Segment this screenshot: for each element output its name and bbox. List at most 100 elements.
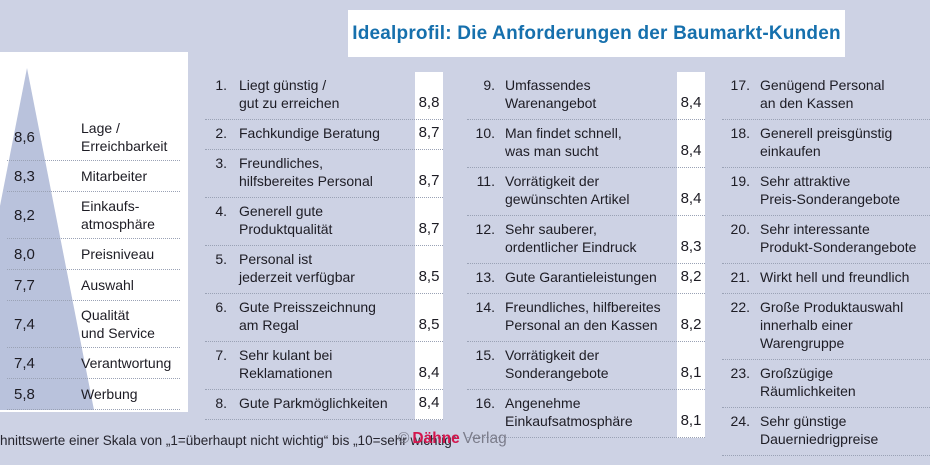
item-number: 18. [730, 125, 750, 141]
list-item: 3. Freundliches, hilfsbereites Personal 8,… [205, 150, 443, 198]
item-label: Freundliches, hilfsbereites Personal [239, 155, 373, 189]
item-number: 19. [730, 173, 750, 189]
item-label: Gute Preisszeichnung am Regal [239, 299, 376, 333]
item-value: 8,1 [680, 412, 702, 429]
item-label: Umfassendes Warenangebot [505, 77, 597, 111]
item-number: 7. [215, 347, 227, 363]
item-label: Große Produktauswahl innerhalb einer War… [760, 299, 904, 351]
item-number: 5. [215, 251, 227, 267]
pyramid-row: 7,7 Auswahl [7, 270, 180, 301]
pyramid-value: 7,4 [14, 315, 35, 333]
list-item: 8. Gute Parkmöglichkeiten 8,4 [205, 390, 443, 420]
pyramid-value: 8,3 [14, 167, 35, 185]
list-item: 10. Man findet schnell, was man sucht 8,4 [467, 120, 705, 168]
list-item: 5. Personal ist jederzeit verfügbar 8,5 [205, 246, 443, 294]
pyramid-row: 8,0 Preisniveau [7, 239, 180, 270]
item-number: 15. [475, 347, 495, 363]
item-label: Genügend Personal an den Kassen [760, 77, 885, 111]
list-item: 22. Große Produktauswahl innerhalb einer … [722, 294, 930, 360]
list-item: 2. Fachkundige Beratung 8,7 [205, 120, 443, 150]
item-label: Sehr interessante Produkt-Sonderangebote [760, 221, 917, 255]
item-value: 8,7 [418, 124, 440, 141]
list-column-3: 17. Genügend Personal an den Kassen 18. Ge… [722, 72, 930, 456]
pyramid-value: 7,7 [14, 276, 35, 294]
scale-footnote: hnittswerte einer Skala von „1=überhaupt… [0, 433, 457, 448]
pyramid-panel: 8,6 Lage / Erreichbarkeit 8,3 Mitarbeiter … [0, 52, 188, 412]
item-label: Fachkundige Beratung [239, 125, 380, 141]
item-label: Gute Parkmöglichkeiten [239, 395, 388, 411]
pyramid-row: 5,8 Werbung [7, 379, 180, 410]
pyramid-row: 8,6 Lage / Erreichbarkeit [7, 114, 180, 161]
value-strip [415, 72, 443, 420]
list-item: 4. Generell gute Produktqualität 8,7 [205, 198, 443, 246]
item-value: 8,4 [680, 190, 702, 207]
item-number: 21. [730, 269, 750, 285]
copyright: © Dähne Verlag [398, 430, 507, 448]
list-item: 21. Wirkt hell und freundlich [722, 264, 930, 294]
item-value: 8,7 [418, 220, 440, 237]
item-label: Vorrätigkeit der gewünschten Artikel [505, 173, 630, 207]
item-number: 6. [215, 299, 227, 315]
item-number: 8. [215, 395, 227, 411]
list-item: 15. Vorrätigkeit der Sonderangebote 8,1 [467, 342, 705, 390]
item-number: 22. [730, 299, 750, 315]
item-label: Generell gute Produktqualität [239, 203, 333, 237]
item-label: Man findet schnell, was man sucht [505, 125, 622, 159]
list-item: 23. Großzügige Räumlichkeiten [722, 360, 930, 408]
pyramid-value: 8,0 [14, 245, 35, 263]
pyramid-row: 8,2 Einkaufs- atmosphäre [7, 192, 180, 239]
pyramid-row: 7,4 Qualität und Service [7, 301, 180, 348]
list-item: 16. Angenehme Einkaufsatmosphäre 8,1 [467, 390, 705, 438]
item-number: 3. [215, 155, 227, 171]
item-number: 1. [215, 77, 227, 93]
pyramid-value: 8,6 [14, 128, 35, 146]
list-item: 12. Sehr sauberer, ordentlicher Eindruck 8… [467, 216, 705, 264]
item-label: Sehr kulant bei Reklamationen [239, 347, 333, 381]
pyramid-label: Verantwortung [81, 355, 172, 371]
pyramid-triangle [0, 68, 94, 410]
item-number: 23. [730, 365, 750, 381]
pyramid-label: Auswahl [81, 277, 134, 293]
pyramid-value: 8,2 [14, 206, 35, 224]
list-item: 11. Vorrätigkeit der gewünschten Artikel 8… [467, 168, 705, 216]
list-item: 20. Sehr interessante Produkt-Sonderangeb… [722, 216, 930, 264]
item-number: 24. [730, 413, 750, 429]
item-value: 8,3 [680, 238, 702, 255]
publisher-brand: Dähne [412, 430, 460, 447]
item-number: 13. [475, 269, 495, 285]
pyramid-value: 5,8 [14, 385, 35, 403]
pyramid-row: 8,3 Mitarbeiter [7, 161, 180, 192]
item-label: Freundliches, hilfbereites Personal an d… [505, 299, 661, 333]
item-value: 8,7 [418, 172, 440, 189]
copyright-symbol: © [398, 430, 410, 447]
pyramid-label: Qualität und Service [81, 307, 155, 341]
list-item: 13. Gute Garantieleistungen 8,2 [467, 264, 705, 294]
item-number: 2. [215, 125, 227, 141]
item-value: 8,5 [418, 316, 440, 333]
item-label: Gute Garantieleistungen [505, 269, 657, 285]
item-label: Angenehme Einkaufsatmosphäre [505, 395, 633, 429]
list-item: 19. Sehr attraktive Preis-Sonderangebote [722, 168, 930, 216]
item-number: 14. [475, 299, 495, 315]
list-item: 6. Gute Preisszeichnung am Regal 8,5 [205, 294, 443, 342]
item-value: 8,5 [418, 268, 440, 285]
list-column-2: 9. Umfassendes Warenangebot 8,4 10. Man fin… [467, 72, 705, 438]
pyramid-label: Werbung [81, 386, 138, 402]
item-number: 20. [730, 221, 750, 237]
item-number: 9. [483, 77, 495, 93]
value-strip [677, 72, 705, 438]
page-title: Idealprofil: Die Anforderungen der Bauma… [352, 22, 841, 44]
item-label: Sehr günstige Dauerniedrigpreise [760, 413, 879, 447]
item-value: 8,2 [680, 316, 702, 333]
list-item: 24. Sehr günstige Dauerniedrigpreise [722, 408, 930, 456]
item-number: 4. [215, 203, 227, 219]
item-value: 8,8 [418, 94, 440, 111]
item-number: 12. [475, 221, 495, 237]
item-label: Vorrätigkeit der Sonderangebote [505, 347, 609, 381]
list-item: 18. Generell preisgünstig einkaufen [722, 120, 930, 168]
item-number: 10. [475, 125, 495, 141]
item-label: Generell preisgünstig einkaufen [760, 125, 893, 159]
pyramid-label: Preisniveau [81, 246, 155, 262]
item-value: 8,4 [418, 394, 440, 411]
list-column-1: 1. Liegt günstig / gut zu erreichen 8,8 2.… [205, 72, 443, 420]
